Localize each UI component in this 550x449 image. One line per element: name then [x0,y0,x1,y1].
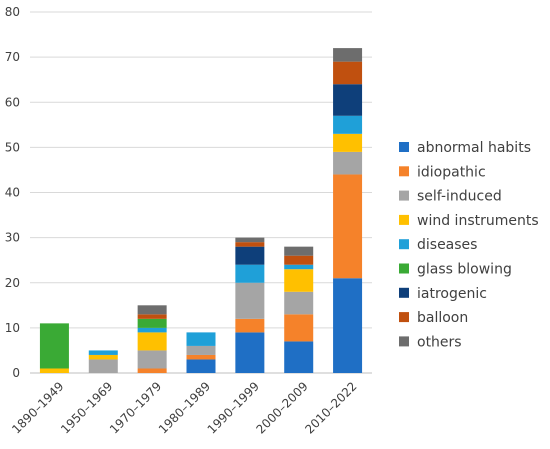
y-tick-label: 20 [5,276,20,290]
y-tick-label: 80 [5,5,20,19]
legend-swatch [399,312,409,323]
bar-segment-glass-blowing-0 [39,323,69,369]
x-tick-label: 1950–1969 [58,379,115,436]
legend-label: self-induced [417,189,502,205]
bar-segment-diseases-5 [284,264,314,270]
x-tick-label: 1890–1949 [9,379,66,436]
bar-segment-idiopathic-3 [186,354,216,360]
legend-label: idiopathic [417,164,486,180]
bar-segment-self-induced-1 [88,359,118,373]
bar-segment-diseases-4 [235,264,265,283]
y-tick-label: 10 [5,321,20,335]
x-axis: 1890–19491950–19691970–19791980–19891990… [9,379,359,436]
bar-segment-wind-instruments-6 [333,133,363,152]
bar-segment-idiopathic-6 [333,174,363,279]
bar-segment-iatrogenic-4 [235,246,265,265]
x-tick-label: 2010–2022 [302,379,359,436]
bar-segment-others-5 [284,246,314,256]
bar-segment-diseases-3 [186,332,216,346]
x-tick-label: 1990–1999 [205,379,262,436]
legend-label: others [417,334,462,350]
bar-segment-glass-blowing-2 [137,318,167,328]
bar-segment-idiopathic-5 [284,314,314,342]
bar-segment-diseases-6 [333,115,363,134]
legend-swatch [399,190,409,201]
legend-swatch [399,239,409,250]
bars [39,48,363,373]
bar-segment-abnormal-habits-6 [333,278,363,373]
bar-segment-diseases-2 [137,327,167,333]
y-tick-label: 60 [5,95,20,109]
y-tick-label: 70 [5,50,20,64]
bar-segment-balloon-5 [284,255,314,265]
legend-label: glass blowing [417,262,512,278]
bar-segment-idiopathic-4 [235,318,265,333]
legend-label: iatrogenic [417,286,487,302]
y-axis: 0 10 20 30 40 50 60 70 80 [5,5,20,380]
y-tick-label: 30 [5,231,20,245]
bar-segment-wind-instruments-0 [39,368,69,373]
bar-segment-wind-instruments-5 [284,269,314,292]
bar-segment-self-induced-2 [137,350,167,369]
bar-segment-self-induced-6 [333,151,363,175]
bar-segment-balloon-6 [333,61,363,85]
bar-segment-abnormal-habits-3 [186,359,216,373]
legend-swatch [399,336,409,347]
bar-segment-others-4 [235,237,265,243]
legend-label: abnormal habits [417,140,531,156]
bar-segment-self-induced-3 [186,345,216,355]
x-tick-label: 1980–1989 [156,379,213,436]
bar-segment-diseases-1 [88,350,118,355]
y-tick-label: 40 [5,186,20,200]
bar-segment-idiopathic-2 [137,368,167,373]
bar-segment-abnormal-habits-5 [284,341,314,373]
bar-segment-iatrogenic-6 [333,84,363,116]
y-tick-label: 50 [5,140,20,154]
legend-swatch [399,263,409,274]
bar-segment-abnormal-habits-4 [235,332,265,373]
x-tick-label: 2000–2009 [254,379,311,436]
y-tick-label: 0 [12,366,20,380]
legend-label: wind instruments [417,213,539,229]
bar-segment-balloon-4 [235,242,265,247]
legend-label: diseases [417,237,477,253]
bar-segment-wind-instruments-1 [88,354,118,360]
legend-swatch [399,142,409,152]
legend-label: balloon [417,310,468,326]
gridlines [30,11,372,374]
legend-swatch [399,214,409,225]
legend: abnormal habits idiopathic self-induced win… [399,140,539,350]
bar-segment-self-induced-4 [235,282,265,319]
bar-segment-others-6 [333,48,363,62]
bar-segment-wind-instruments-2 [137,332,167,351]
x-tick-label: 1970–1979 [107,379,164,436]
legend-swatch [399,166,409,177]
bar-segment-self-induced-5 [284,291,314,315]
legend-swatch [399,287,409,298]
bar-segment-balloon-2 [137,314,167,319]
bar-segment-others-2 [137,305,167,315]
